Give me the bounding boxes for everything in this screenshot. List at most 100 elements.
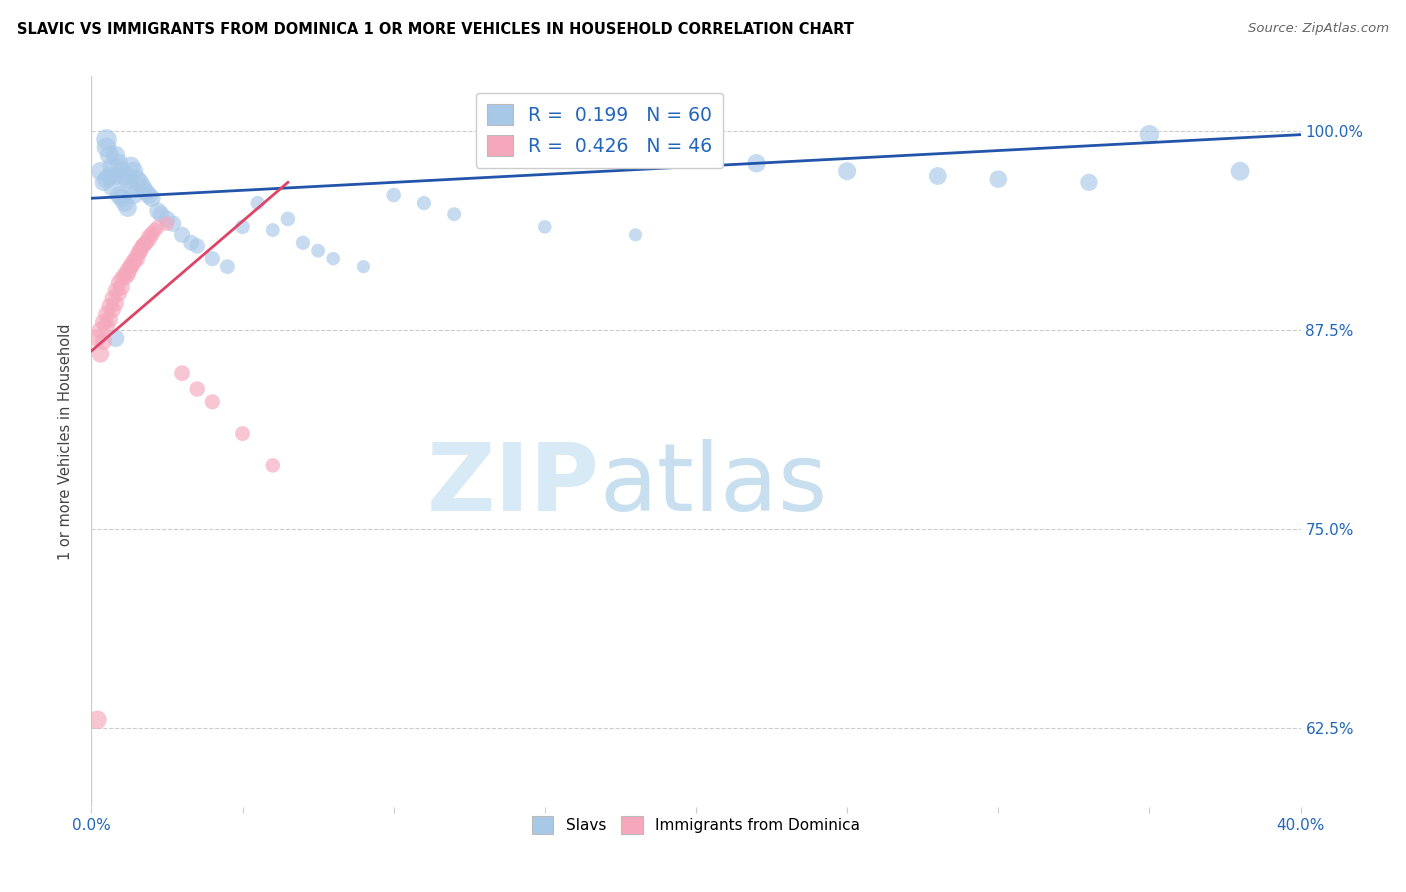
Point	[138, 188, 160, 202]
Point	[835, 164, 858, 178]
Point	[201, 394, 224, 409]
Point	[262, 223, 284, 237]
Point	[277, 211, 299, 226]
Point	[93, 334, 115, 349]
Text: atlas: atlas	[599, 440, 828, 532]
Point	[685, 148, 707, 162]
Point	[156, 217, 179, 231]
Point	[128, 244, 150, 258]
Point	[89, 164, 111, 178]
Y-axis label: 1 or more Vehicles in Household: 1 or more Vehicles in Household	[58, 323, 73, 560]
Point	[114, 196, 136, 211]
Point	[96, 307, 118, 321]
Point	[104, 169, 127, 183]
Point	[186, 382, 208, 396]
Point	[987, 172, 1010, 186]
Point	[86, 713, 108, 727]
Point	[307, 244, 329, 258]
Point	[98, 169, 121, 183]
Point	[125, 172, 148, 186]
Point	[104, 331, 127, 345]
Point	[98, 299, 121, 313]
Point	[533, 219, 555, 234]
Point	[120, 180, 142, 194]
Point	[132, 180, 155, 194]
Point	[114, 268, 136, 282]
Point	[146, 219, 169, 234]
Point	[322, 252, 344, 266]
Point	[186, 239, 208, 253]
Point	[117, 172, 139, 186]
Point	[927, 169, 949, 183]
Point	[104, 148, 127, 162]
Point	[98, 312, 121, 326]
Point	[96, 172, 118, 186]
Point	[122, 255, 145, 269]
Point	[89, 323, 111, 337]
Point	[162, 217, 184, 231]
Legend: Slavs, Immigrants from Dominica: Slavs, Immigrants from Dominica	[526, 810, 866, 840]
Point	[135, 185, 157, 199]
Point	[443, 207, 465, 221]
Point	[125, 252, 148, 266]
Point	[117, 201, 139, 215]
Point	[120, 260, 142, 274]
Point	[104, 296, 127, 310]
Point	[107, 156, 129, 170]
Point	[172, 366, 194, 380]
Point	[101, 160, 124, 174]
Point	[93, 315, 115, 329]
Point	[1229, 164, 1251, 178]
Point	[89, 347, 111, 361]
Point	[132, 239, 155, 253]
Point	[143, 223, 166, 237]
Point	[98, 148, 121, 162]
Point	[141, 191, 163, 205]
Point	[125, 248, 148, 262]
Point	[231, 219, 253, 234]
Point	[138, 229, 160, 244]
Point	[107, 276, 129, 290]
Point	[217, 260, 239, 274]
Point	[262, 458, 284, 473]
Point	[128, 175, 150, 189]
Text: Source: ZipAtlas.com: Source: ZipAtlas.com	[1249, 22, 1389, 36]
Point	[201, 252, 224, 266]
Point	[122, 188, 145, 202]
Point	[141, 226, 163, 240]
Point	[413, 196, 436, 211]
Point	[138, 233, 160, 247]
Point	[111, 191, 132, 205]
Point	[382, 188, 405, 202]
Point	[114, 270, 136, 285]
Point	[172, 227, 194, 242]
Point	[120, 260, 142, 274]
Point	[132, 239, 155, 253]
Point	[352, 260, 374, 274]
Point	[135, 235, 157, 250]
Point	[96, 132, 118, 146]
Point	[156, 211, 179, 226]
Text: ZIP: ZIP	[426, 440, 599, 532]
Point	[114, 169, 136, 183]
Point	[149, 207, 172, 221]
Point	[292, 235, 315, 250]
Point	[135, 235, 157, 250]
Point	[104, 284, 127, 298]
Point	[96, 140, 118, 154]
Point	[128, 245, 150, 260]
Point	[231, 426, 253, 441]
Point	[745, 156, 768, 170]
Point	[120, 160, 142, 174]
Point	[111, 280, 132, 294]
Point	[1139, 128, 1161, 142]
Point	[107, 188, 129, 202]
Point	[86, 331, 108, 345]
Point	[93, 175, 115, 189]
Point	[141, 227, 163, 242]
Point	[1077, 175, 1099, 189]
Point	[146, 204, 169, 219]
Point	[111, 270, 132, 285]
Text: SLAVIC VS IMMIGRANTS FROM DOMINICA 1 OR MORE VEHICLES IN HOUSEHOLD CORRELATION C: SLAVIC VS IMMIGRANTS FROM DOMINICA 1 OR …	[17, 22, 853, 37]
Point	[111, 164, 132, 178]
